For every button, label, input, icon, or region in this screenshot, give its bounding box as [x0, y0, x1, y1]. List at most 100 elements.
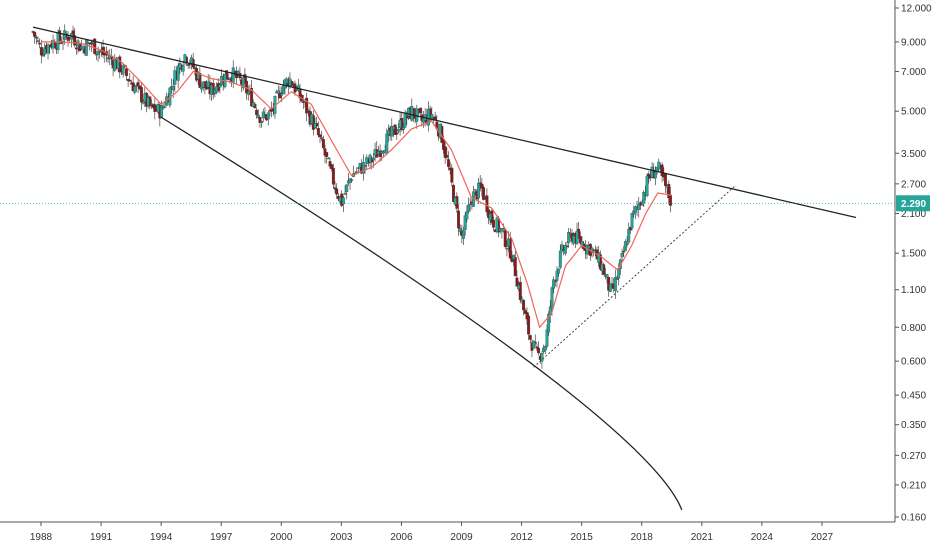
candle-body — [34, 37, 38, 39]
candle-body — [206, 81, 210, 88]
candle-body — [386, 130, 390, 135]
y-tick-label: 3.500 — [901, 149, 926, 160]
y-tick-label: 0.450 — [901, 391, 926, 402]
y-tick-label: 5.000 — [901, 107, 926, 118]
support-trendline-dotted — [533, 184, 737, 368]
y-tick-label: 0.210 — [901, 480, 926, 491]
y-tick-label: 12.000 — [901, 4, 932, 15]
candle-body — [528, 335, 532, 340]
candle-body — [535, 346, 539, 349]
candle-body — [156, 103, 160, 113]
candle-body — [545, 329, 549, 347]
candle-body — [193, 67, 197, 69]
candle-body — [395, 132, 399, 135]
candle-body — [555, 270, 559, 281]
candle-body — [74, 47, 78, 50]
price-axis: 12.000 9.000 7.000 5.000 3.500 2.700 2.100 1.50… — [895, 4, 932, 524]
candle-body — [280, 93, 284, 96]
candle-body — [59, 42, 63, 44]
y-tick-label: 0.160 — [901, 513, 926, 524]
candle-body — [215, 86, 219, 93]
candle-body — [51, 40, 55, 49]
candle-body — [507, 238, 511, 247]
candle-body — [376, 151, 380, 155]
candle-body — [250, 88, 254, 107]
candle-body — [442, 139, 445, 150]
candle-body — [133, 86, 137, 93]
candle-body — [141, 101, 145, 104]
candle-body — [402, 126, 405, 130]
candle-body — [113, 59, 117, 71]
candle-body — [560, 244, 564, 250]
candle-body — [81, 46, 85, 50]
y-tick-label: 0.800 — [901, 323, 926, 334]
candle-body — [450, 167, 454, 183]
candle-body — [563, 245, 567, 254]
candle-body — [657, 161, 661, 170]
candle-body — [385, 133, 389, 154]
candle-body — [445, 155, 449, 158]
candle-body — [512, 254, 516, 260]
candle-body — [453, 197, 457, 205]
candle-body — [345, 184, 349, 193]
x-tick-label: 2015 — [571, 532, 594, 543]
candle-body — [592, 250, 596, 252]
x-tick-label: 2018 — [631, 532, 654, 543]
y-tick-label: 0.270 — [901, 451, 926, 462]
candle-body — [150, 103, 153, 105]
candle-body — [260, 121, 264, 123]
candle-body — [316, 128, 320, 136]
candle-body — [205, 86, 208, 90]
candle-body — [356, 167, 360, 169]
candle-body — [283, 79, 287, 89]
candle-body — [600, 264, 604, 272]
candle-body — [248, 90, 252, 92]
candle-body — [543, 346, 547, 351]
candle-body — [575, 230, 579, 244]
candle-body — [398, 119, 402, 128]
candle-body — [36, 40, 40, 42]
candle-body — [650, 166, 654, 178]
candle-body — [477, 182, 480, 199]
candle-body — [333, 187, 337, 190]
candle-body — [391, 126, 395, 130]
candle-body — [390, 125, 394, 137]
candle-body — [350, 179, 354, 181]
candle-body — [343, 192, 347, 195]
candle-body — [285, 78, 289, 84]
x-tick-label: 1991 — [90, 532, 113, 543]
y-tick-label: 0.350 — [901, 420, 926, 431]
candle-body — [605, 274, 609, 278]
last-price-value: 2.290 — [901, 199, 926, 210]
candle-body — [261, 111, 265, 119]
candle-body — [407, 108, 410, 117]
candle-body — [186, 64, 190, 66]
candle-body — [587, 245, 591, 249]
candle-body — [660, 164, 664, 177]
resistance-trendline — [32, 26, 857, 219]
candle-body — [393, 124, 397, 135]
candle-body — [323, 148, 327, 156]
candle-body — [173, 70, 177, 85]
candle-body — [146, 97, 150, 106]
candle-body — [178, 62, 182, 69]
candle-body — [522, 299, 526, 311]
candle-body — [597, 252, 601, 263]
last-price-tag: 2.290 — [896, 195, 930, 212]
candle-body — [663, 173, 667, 186]
candle-body — [653, 171, 657, 179]
candle-body — [338, 196, 342, 202]
candle-body — [258, 117, 262, 123]
candle-body — [667, 183, 671, 199]
candle-body — [124, 68, 128, 77]
candle-body — [630, 213, 634, 229]
x-tick-label: 2012 — [510, 532, 533, 543]
candle-body — [403, 112, 407, 128]
candle-body — [418, 108, 422, 114]
candle-body — [135, 85, 138, 87]
candle-body — [492, 219, 496, 228]
candle-body — [520, 298, 524, 302]
candle-body — [633, 206, 637, 213]
